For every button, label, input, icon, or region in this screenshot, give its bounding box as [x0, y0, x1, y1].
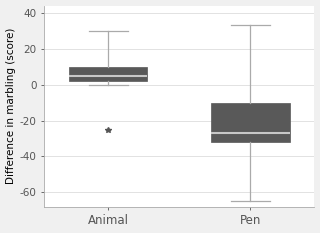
PathPatch shape [211, 103, 290, 142]
PathPatch shape [69, 67, 147, 81]
Y-axis label: Difference in marbling (score): Difference in marbling (score) [5, 28, 16, 184]
